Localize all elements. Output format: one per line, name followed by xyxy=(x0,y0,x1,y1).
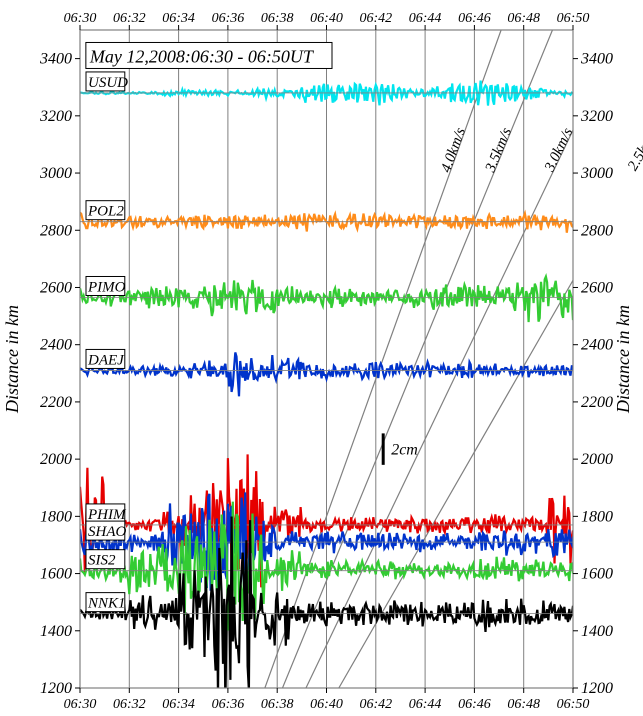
y-axis-label-right: Distance in km xyxy=(613,305,633,414)
station-label-text: PHIM xyxy=(87,507,127,523)
x-tick-label-top: 06:34 xyxy=(162,11,195,26)
x-tick-label-bottom: 06:38 xyxy=(261,697,294,712)
x-tick-label-top: 06:44 xyxy=(409,11,442,26)
y-tick-label-left: 3400 xyxy=(39,51,72,68)
x-tick-label-bottom: 06:34 xyxy=(162,697,195,712)
y-tick-label-right: 2000 xyxy=(581,451,613,468)
y-axis-label-left: Distance in km xyxy=(2,305,22,414)
x-tick-label-top: 06:30 xyxy=(64,11,97,26)
station-label-text: SHAO xyxy=(88,524,126,540)
y-tick-label-left: 2600 xyxy=(40,279,72,296)
x-tick-label-top: 06:48 xyxy=(507,11,540,26)
y-tick-label-right: 1600 xyxy=(581,566,613,583)
chart-title: May 12,2008:06:30 - 06:50UT xyxy=(89,46,315,66)
y-tick-label-right: 3200 xyxy=(580,108,613,125)
station-label-text: DAEJ xyxy=(87,352,125,368)
x-tick-label-top: 06:38 xyxy=(261,11,294,26)
x-tick-label-bottom: 06:48 xyxy=(507,697,540,712)
y-tick-label-right: 2800 xyxy=(581,222,613,239)
x-tick-label-bottom: 06:50 xyxy=(557,697,590,712)
y-tick-label-left: 3200 xyxy=(39,108,72,125)
y-tick-label-left: 2200 xyxy=(40,394,72,411)
y-tick-label-left: 3000 xyxy=(39,165,72,182)
y-tick-label-right: 2400 xyxy=(581,337,613,354)
y-tick-label-left: 2000 xyxy=(40,451,72,468)
x-tick-label-top: 06:42 xyxy=(359,11,392,26)
y-tick-label-right: 1400 xyxy=(581,623,613,640)
y-tick-label-left: 2800 xyxy=(40,222,72,239)
y-tick-label-right: 2600 xyxy=(581,279,613,296)
x-tick-label-bottom: 06:40 xyxy=(310,697,343,712)
seismogram-chart: 4.0km/s3.5km/s3.0km/s2.5km/sUSUDPOL2PIMO… xyxy=(0,0,643,716)
y-tick-label-left: 2400 xyxy=(40,337,72,354)
x-tick-label-top: 06:32 xyxy=(113,11,146,26)
y-tick-label-right: 2200 xyxy=(581,394,613,411)
x-tick-label-bottom: 06:36 xyxy=(212,697,245,712)
y-tick-label-right: 3000 xyxy=(580,165,613,182)
station-label-text: USUD xyxy=(88,75,128,91)
x-tick-label-bottom: 06:32 xyxy=(113,697,146,712)
chart-container: { "chart": { "type": "line", "width": 64… xyxy=(0,0,643,716)
scale-bar-label: 2cm xyxy=(391,442,418,459)
x-tick-label-bottom: 06:46 xyxy=(458,697,491,712)
x-tick-label-bottom: 06:30 xyxy=(64,697,97,712)
x-tick-label-bottom: 06:44 xyxy=(409,697,442,712)
x-tick-label-top: 06:46 xyxy=(458,11,491,26)
y-tick-label-right: 1200 xyxy=(581,680,613,697)
x-tick-label-bottom: 06:42 xyxy=(359,697,392,712)
x-tick-label-top: 06:36 xyxy=(212,11,245,26)
y-tick-label-left: 1600 xyxy=(40,566,72,583)
y-tick-label-left: 1400 xyxy=(40,623,72,640)
station-label-text: PIMO xyxy=(87,279,126,295)
station-label-text: SIS2 xyxy=(88,553,116,569)
y-tick-label-left: 1200 xyxy=(40,680,72,697)
x-tick-label-top: 06:40 xyxy=(310,11,343,26)
station-label-text: POL2 xyxy=(87,204,124,220)
y-tick-label-right: 3400 xyxy=(580,51,613,68)
x-tick-label-top: 06:50 xyxy=(557,11,590,26)
station-label-text: NNK1 xyxy=(87,596,126,612)
y-tick-label-right: 1800 xyxy=(581,508,613,525)
y-tick-label-left: 1800 xyxy=(40,508,72,525)
